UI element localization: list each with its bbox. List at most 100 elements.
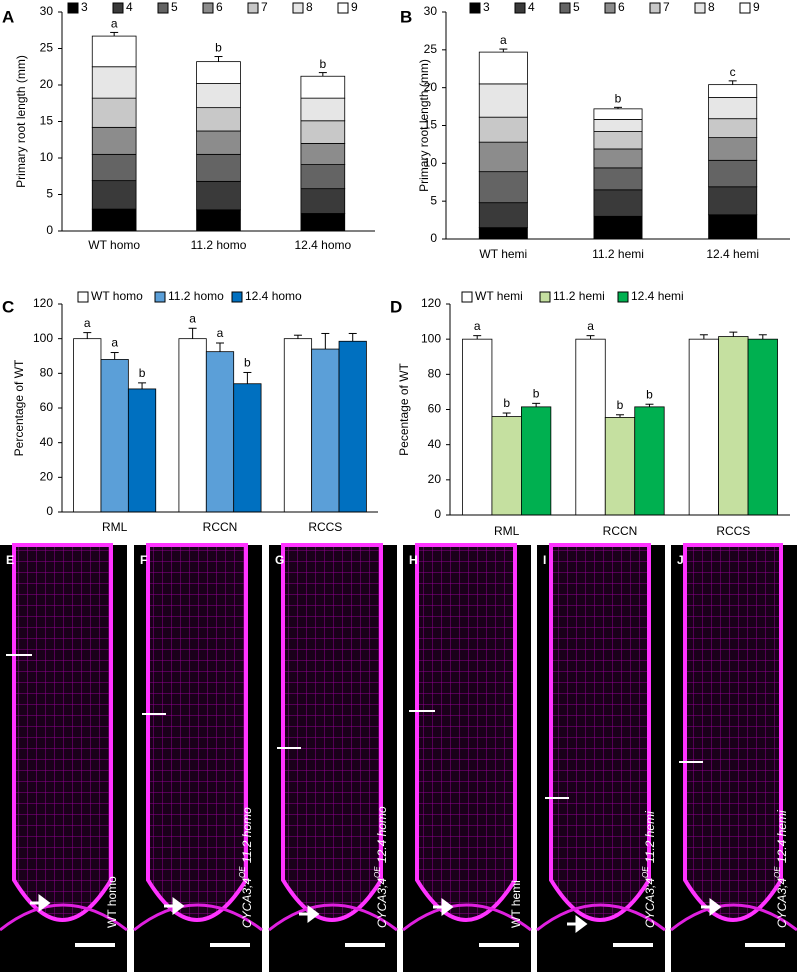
root-tissue bbox=[281, 543, 383, 922]
significance-letter: a bbox=[189, 311, 196, 325]
bar-segment bbox=[300, 213, 346, 232]
bar-segment bbox=[708, 137, 758, 161]
caption-gene: CYCA3;4 bbox=[240, 878, 254, 928]
bar-segment bbox=[708, 97, 758, 120]
y-tick-label: 100 bbox=[421, 331, 441, 345]
y-tick-label: 100 bbox=[33, 331, 53, 345]
y-tick-label: 25 bbox=[424, 42, 438, 56]
bar bbox=[100, 359, 129, 513]
bar-segment bbox=[478, 141, 528, 173]
caption-line: WT homo bbox=[105, 876, 119, 928]
legend-swatch bbox=[617, 291, 629, 303]
panel-letter: B bbox=[400, 7, 412, 26]
y-tick-label: 5 bbox=[46, 187, 53, 201]
legend-swatch bbox=[292, 2, 304, 14]
x-tick-label: 11.2 hemi bbox=[592, 247, 644, 261]
legend-label: 8 bbox=[306, 0, 313, 14]
bar-segment bbox=[300, 120, 346, 144]
legend-swatch bbox=[649, 2, 661, 14]
legend-label: 8 bbox=[708, 0, 715, 14]
y-tick-label: 40 bbox=[428, 437, 442, 451]
bar bbox=[205, 351, 235, 513]
bar-segment bbox=[593, 167, 643, 191]
bar bbox=[127, 388, 157, 513]
bar bbox=[491, 416, 522, 516]
bar-segment bbox=[91, 66, 137, 99]
bar-segment bbox=[708, 186, 758, 216]
y-tick-label: 0 bbox=[430, 231, 437, 245]
bar bbox=[338, 340, 367, 513]
bar-segment bbox=[593, 148, 643, 169]
bar-segment bbox=[196, 209, 241, 232]
x-tick-label: RML bbox=[494, 524, 520, 538]
legend-swatch bbox=[469, 2, 481, 14]
legend-swatch bbox=[247, 2, 259, 14]
panel-letter: D bbox=[390, 297, 402, 316]
bar-segment bbox=[478, 116, 528, 143]
bar bbox=[233, 383, 262, 513]
bar bbox=[718, 336, 749, 516]
legend-label: 9 bbox=[753, 0, 760, 14]
y-tick-label: 120 bbox=[421, 296, 441, 310]
bar bbox=[311, 348, 340, 513]
caption-gene: CYCA3;4 bbox=[643, 878, 657, 928]
qc-arrow bbox=[567, 915, 588, 933]
significance-letter: b bbox=[319, 57, 326, 71]
bar-segment bbox=[196, 153, 241, 182]
bar-segment bbox=[300, 188, 346, 214]
y-axis-label: Pecentage of WT bbox=[397, 362, 411, 455]
root-cap bbox=[402, 903, 532, 932]
x-tick-label: WT hemi bbox=[479, 247, 527, 261]
y-axis-label: Percentage of WT bbox=[12, 359, 26, 456]
y-tick-label: 10 bbox=[424, 156, 438, 170]
bar bbox=[521, 406, 552, 516]
bar bbox=[575, 338, 606, 516]
image-caption: CYCA3;4OE 11.2 homo bbox=[238, 807, 254, 928]
legend-swatch bbox=[154, 291, 166, 303]
y-tick-label: 25 bbox=[40, 41, 54, 55]
legend-swatch bbox=[337, 2, 349, 14]
caption-gene: CYCA3;4 bbox=[775, 878, 789, 928]
bar-segment bbox=[91, 35, 137, 68]
bar-segment bbox=[196, 130, 241, 155]
y-tick-label: 30 bbox=[40, 4, 54, 18]
legend-swatch bbox=[694, 2, 706, 14]
y-tick-label: 80 bbox=[428, 367, 442, 381]
bar-segment bbox=[91, 180, 137, 210]
bar bbox=[688, 338, 720, 516]
legend-swatch bbox=[461, 291, 473, 303]
legend-swatch bbox=[231, 291, 243, 303]
qc-arrow bbox=[433, 898, 454, 916]
panel-letter: F bbox=[140, 553, 147, 567]
significance-letter: b bbox=[615, 92, 622, 106]
y-tick-label: 5 bbox=[430, 193, 437, 207]
bar-segment bbox=[593, 131, 643, 150]
bar bbox=[178, 338, 207, 513]
x-tick-label: RCCN bbox=[603, 524, 638, 538]
legend-swatch bbox=[112, 2, 124, 14]
bar-segment bbox=[300, 75, 346, 99]
caption-line: 12.4 hemi bbox=[775, 810, 789, 866]
qc-arrow bbox=[701, 898, 722, 916]
panel-letter: C bbox=[2, 297, 14, 316]
legend-label: 9 bbox=[351, 0, 358, 14]
image-caption: CYCA3;4OE 11.2 hemi bbox=[641, 811, 657, 928]
caption-line: WT hemi bbox=[509, 880, 523, 928]
bar-segment bbox=[478, 83, 528, 118]
bar-segment bbox=[478, 227, 528, 240]
qc-arrow bbox=[164, 897, 185, 915]
legend-swatch bbox=[67, 2, 79, 14]
bar-segment bbox=[300, 142, 346, 165]
bar-segment bbox=[593, 189, 643, 217]
significance-letter: a bbox=[111, 336, 118, 350]
significance-letter: a bbox=[500, 33, 507, 47]
y-tick-label: 10 bbox=[40, 150, 54, 164]
legend-label: 5 bbox=[573, 0, 580, 14]
panel-letter: J bbox=[677, 553, 684, 567]
x-tick-label: RML bbox=[102, 520, 128, 534]
y-tick-label: 20 bbox=[40, 470, 54, 484]
y-tick-label: 0 bbox=[434, 507, 441, 521]
image-caption: WT hemi bbox=[509, 880, 523, 928]
bar-segment bbox=[593, 119, 643, 132]
